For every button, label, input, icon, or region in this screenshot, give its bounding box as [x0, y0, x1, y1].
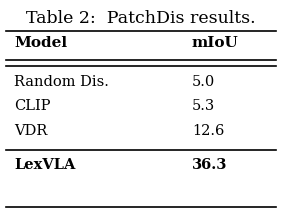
Text: CLIP: CLIP [14, 99, 50, 113]
Text: Random Dis.: Random Dis. [14, 75, 109, 89]
Text: VDR: VDR [14, 124, 47, 138]
Text: 36.3: 36.3 [192, 158, 227, 172]
Text: Table 2:  PatchDis results.: Table 2: PatchDis results. [26, 10, 256, 27]
Text: Model: Model [14, 36, 67, 50]
Text: LexVLA: LexVLA [14, 158, 76, 172]
Text: 5.0: 5.0 [192, 75, 215, 89]
Text: mIoU: mIoU [192, 36, 239, 50]
Text: 12.6: 12.6 [192, 124, 224, 138]
Text: 5.3: 5.3 [192, 99, 215, 113]
